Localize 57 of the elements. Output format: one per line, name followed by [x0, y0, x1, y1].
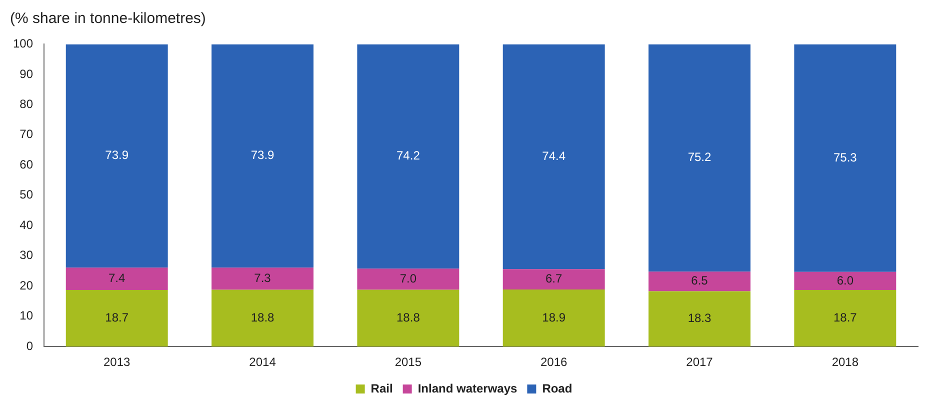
data-label: 6.7 [546, 272, 563, 286]
bar [357, 44, 460, 269]
legend-label: Road [542, 381, 572, 396]
data-label: 74.4 [542, 149, 566, 164]
legend-label: Inland waterways [418, 381, 518, 396]
data-label: 73.9 [105, 148, 129, 162]
bar [648, 44, 750, 272]
bar [794, 272, 896, 290]
y-tick-label: 100 [12, 36, 34, 51]
bar [357, 290, 460, 347]
bar [648, 272, 750, 292]
data-label: 7.4 [108, 271, 126, 286]
bar [212, 268, 314, 290]
bar [794, 290, 896, 347]
y-tick-label: 0 [26, 338, 34, 353]
x-tick-label: 2015 [394, 355, 422, 370]
data-label: 74.2 [396, 148, 420, 163]
data-label: 18.3 [688, 311, 712, 326]
y-tick-label: 10 [20, 308, 34, 323]
bar [66, 268, 168, 290]
data-label: 18.8 [396, 310, 420, 324]
y-tick-label: 40 [20, 218, 34, 232]
bar [357, 268, 460, 290]
data-label: 18.9 [542, 310, 566, 324]
data-label: 18.7 [833, 310, 858, 325]
x-tick-label: 2017 [686, 355, 714, 370]
y-tick-label: 20 [20, 278, 34, 292]
bar [212, 290, 314, 347]
bar [502, 269, 605, 290]
bar [794, 44, 896, 272]
legend-label: Rail [370, 381, 393, 396]
bar [66, 44, 168, 268]
data-label: 18.8 [250, 310, 275, 324]
data-label: 75.3 [833, 150, 858, 164]
y-tick-label: 50 [20, 188, 34, 202]
y-tick-label: 30 [20, 248, 34, 262]
data-label: 6.5 [691, 274, 708, 288]
y-axis-title: (% share in tonne-kilometres) [9, 9, 207, 29]
data-label: 75.2 [688, 150, 712, 164]
data-label: 73.9 [250, 148, 275, 162]
y-tick-label: 70 [20, 127, 34, 142]
data-label: 7.0 [400, 271, 417, 286]
y-tick-label: 80 [20, 96, 34, 111]
bar [212, 44, 314, 268]
y-tick-label: 90 [20, 66, 34, 81]
x-tick-label: 2016 [540, 355, 568, 370]
bar [66, 290, 168, 347]
y-tick-label: 60 [20, 157, 34, 172]
bar [648, 291, 750, 347]
bar [502, 289, 605, 347]
data-label: 6.0 [836, 273, 854, 288]
bar [502, 44, 605, 270]
data-label: 7.3 [254, 271, 272, 286]
x-tick-label: 2013 [104, 355, 131, 370]
x-tick-label: 2014 [249, 355, 276, 370]
data-label: 18.7 [105, 310, 129, 325]
x-tick-label: 2018 [832, 355, 859, 370]
